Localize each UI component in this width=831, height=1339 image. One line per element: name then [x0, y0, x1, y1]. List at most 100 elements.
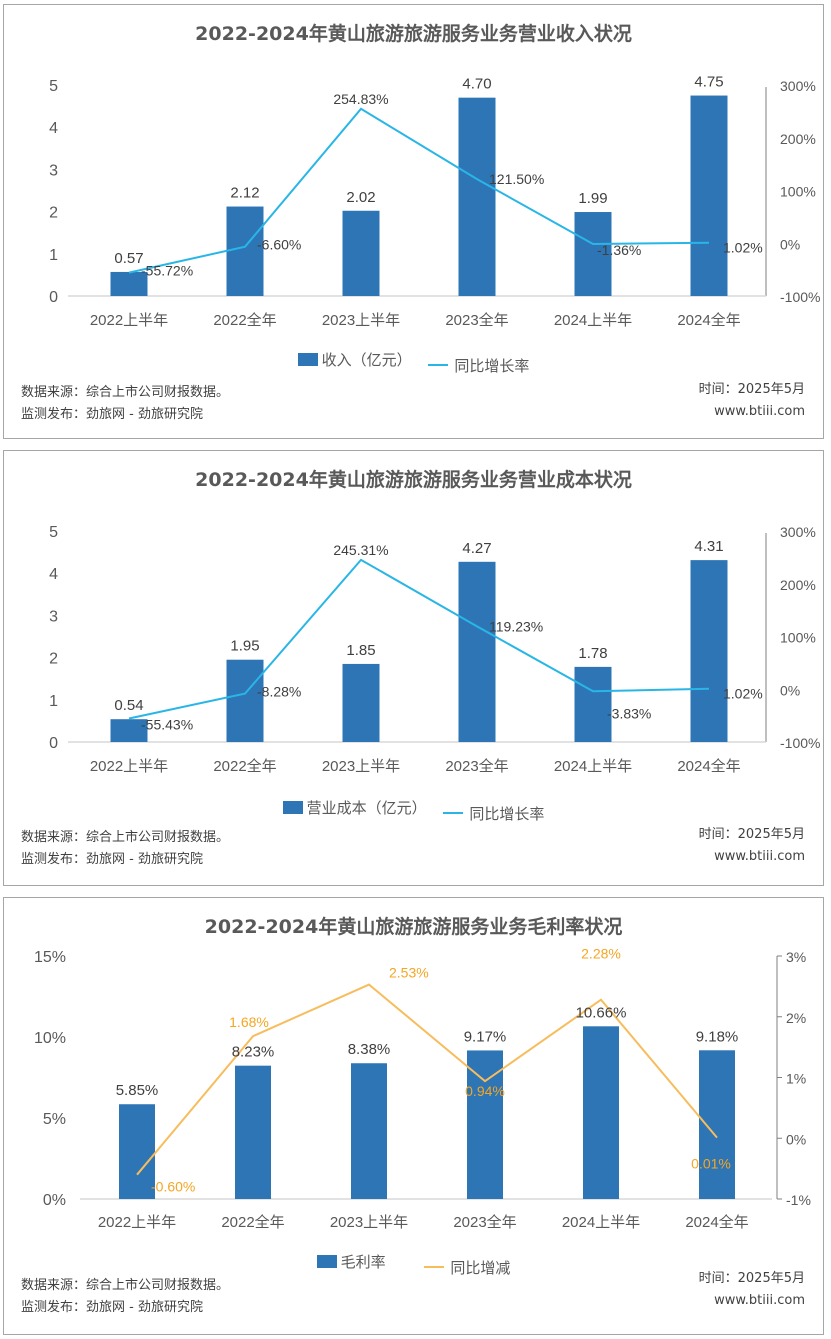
- bar-value-label: 1.78: [578, 645, 607, 662]
- line-value-label: 119.23%: [489, 618, 543, 634]
- website: www.btiii.com: [714, 849, 805, 864]
- bar-value-label: 5.85%: [116, 1082, 159, 1099]
- x-tick-label: 2022上半年: [90, 312, 168, 329]
- data-source: 数据来源：综合上市公司财报数据。: [21, 830, 230, 845]
- x-tick-label: 2023上半年: [322, 312, 400, 329]
- y-tick-right: 1%: [786, 1071, 806, 1087]
- y-tick-left: 5: [49, 78, 58, 95]
- line-value-label: 1.02%: [723, 240, 763, 256]
- line-value-label: 1.68%: [229, 1014, 269, 1030]
- bar-value-label: 0.54: [114, 697, 143, 714]
- y-tick-left: 5: [49, 524, 58, 541]
- line-value-label: -55.43%: [141, 716, 193, 732]
- y-tick-right: -100%: [780, 735, 820, 751]
- y-tick-left: 2: [49, 205, 58, 222]
- bar-value-label: 4.70: [462, 76, 491, 93]
- y-tick-right: -1%: [786, 1192, 811, 1208]
- line-value-label: 121.50%: [489, 171, 544, 187]
- y-tick-left: 3: [49, 162, 58, 179]
- legend-line-swatch: [443, 812, 464, 814]
- bar: [699, 1050, 735, 1199]
- publish-time: 时间：2025年5月: [698, 1271, 805, 1286]
- x-tick-label: 2023上半年: [322, 758, 400, 775]
- legend-line-swatch: [424, 1266, 445, 1268]
- x-tick-label: 2023全年: [453, 1213, 516, 1231]
- x-tick-label: 2024上半年: [562, 1214, 640, 1231]
- legend-item-line: 同比增长率: [443, 803, 544, 824]
- y-tick-left: 0%: [43, 1192, 66, 1209]
- bar: [583, 1026, 619, 1199]
- cost-chart: 0 1 2 3 4 5 -100% 0% 100% 200% 300% 0.54 1.95 1.85 4.2…: [49, 524, 820, 775]
- y-tick-right: 200%: [780, 131, 816, 147]
- bar-value-label: 2.02: [346, 189, 375, 206]
- bar: [342, 663, 380, 742]
- bar-value-label: 9.17%: [464, 1028, 507, 1045]
- line-value-label: 0.94%: [465, 1083, 505, 1099]
- chart-legend: 营业成本（亿元） 同比增长率: [4, 797, 823, 824]
- footer-right: 时间：2025年5月 www.btiii.com: [699, 1268, 805, 1312]
- publisher: 监测发布：劲旅网 - 劲旅研究院: [21, 852, 203, 867]
- revenue-chart-panel: 2022-2024年黄山旅游旅游服务业务营业收入状况 0 1 2 3 4 5 -100% 0%…: [3, 4, 824, 439]
- footer-left: 数据来源：综合上市公司财报数据。 监测发布：劲旅网 - 劲旅研究院: [21, 382, 229, 426]
- legend-label: 同比增减: [450, 1258, 511, 1277]
- legend-item-bar: 营业成本（亿元）: [282, 797, 427, 818]
- website: www.btiii.com: [714, 404, 805, 419]
- data-source: 数据来源：综合上市公司财报数据。: [21, 385, 230, 400]
- bar: [574, 212, 612, 296]
- y-tick-right: 300%: [780, 78, 816, 94]
- legend-label: 营业成本（亿元）: [306, 799, 427, 817]
- bar-value-label: 2.12: [230, 185, 259, 202]
- chart-title: 2022-2024年黄山旅游旅游服务业务营业收入状况: [195, 23, 632, 45]
- x-tick-label: 2024上半年: [554, 312, 632, 329]
- margin-chart-panel: 2022-2024年黄山旅游旅游服务业务毛利率状况 0% 5% 10% 15% -1% 0…: [3, 897, 824, 1335]
- bar-value-label: 1.95: [230, 638, 259, 655]
- bar-value-label: 8.38%: [348, 1041, 391, 1058]
- bar: [467, 1050, 503, 1199]
- bar: [690, 560, 728, 742]
- y-tick-right: 100%: [780, 630, 816, 646]
- bar: [351, 1063, 387, 1199]
- bar: [458, 561, 496, 742]
- legend-item-bar: 毛利率: [316, 1251, 386, 1272]
- chart-legend: 毛利率 同比增减: [4, 1251, 823, 1278]
- publish-time: 时间：2025年5月: [698, 382, 805, 397]
- x-tick-label: 2024全年: [677, 311, 740, 329]
- y-tick-left: 1: [49, 693, 58, 710]
- y-tick-right: 0%: [786, 1131, 806, 1147]
- y-tick-right: 300%: [780, 524, 816, 540]
- growth-line: [136, 983, 718, 1176]
- x-tick-label: 2022上半年: [90, 758, 168, 775]
- revenue-chart: 0 1 2 3 4 5 -100% 0% 100% 200% 300% 0.57 2.12 2.02 4.7…: [49, 74, 820, 329]
- y-tick-right: 200%: [780, 577, 816, 593]
- bar: [226, 659, 264, 742]
- bar: [458, 97, 496, 296]
- bar-value-label: 8.23%: [232, 1044, 275, 1061]
- line-value-label: -55.72%: [141, 263, 193, 279]
- bar-value-label: 4.27: [462, 540, 491, 557]
- cost-chart-panel: 2022-2024年黄山旅游旅游服务业务营业成本状况 0 1 2 3 4 5 -100% 0%…: [3, 450, 824, 886]
- footer-right: 时间：2025年5月 www.btiii.com: [699, 379, 805, 423]
- margin-chart: 0% 5% 10% 15% -1% 0% 1% 2% 3% 5.85% 8.23% 8.38% 9.17…: [34, 946, 811, 1231]
- legend-line-swatch: [428, 364, 449, 366]
- x-tick-label: 2023上半年: [330, 1214, 408, 1231]
- growth-line: [128, 558, 710, 720]
- bar-value-label: 1.99: [578, 190, 607, 207]
- y-tick-left: 4: [49, 566, 58, 583]
- line-value-label: 1.02%: [723, 686, 763, 702]
- legend-label: 收入（亿元）: [321, 351, 412, 369]
- legend-label: 同比增长率: [454, 356, 530, 375]
- bar: [110, 719, 148, 742]
- chart-title: 2022-2024年黄山旅游旅游服务业务营业成本状况: [195, 469, 632, 491]
- x-tick-label: 2022上半年: [98, 1214, 176, 1231]
- line-value-label: -3.83%: [607, 705, 651, 721]
- bar: [342, 210, 380, 296]
- line-value-label: -6.60%: [257, 237, 301, 253]
- bar: [235, 1065, 271, 1199]
- chart-title: 2022-2024年黄山旅游旅游服务业务毛利率状况: [204, 916, 623, 938]
- x-tick-label: 2024上半年: [554, 758, 632, 775]
- y-tick-left: 1: [49, 247, 58, 264]
- y-tick-right: 0%: [780, 236, 800, 252]
- x-tick-label: 2024全年: [677, 757, 740, 775]
- line-value-label: 0.01%: [691, 1156, 731, 1172]
- bar-value-label: 4.75: [694, 74, 723, 91]
